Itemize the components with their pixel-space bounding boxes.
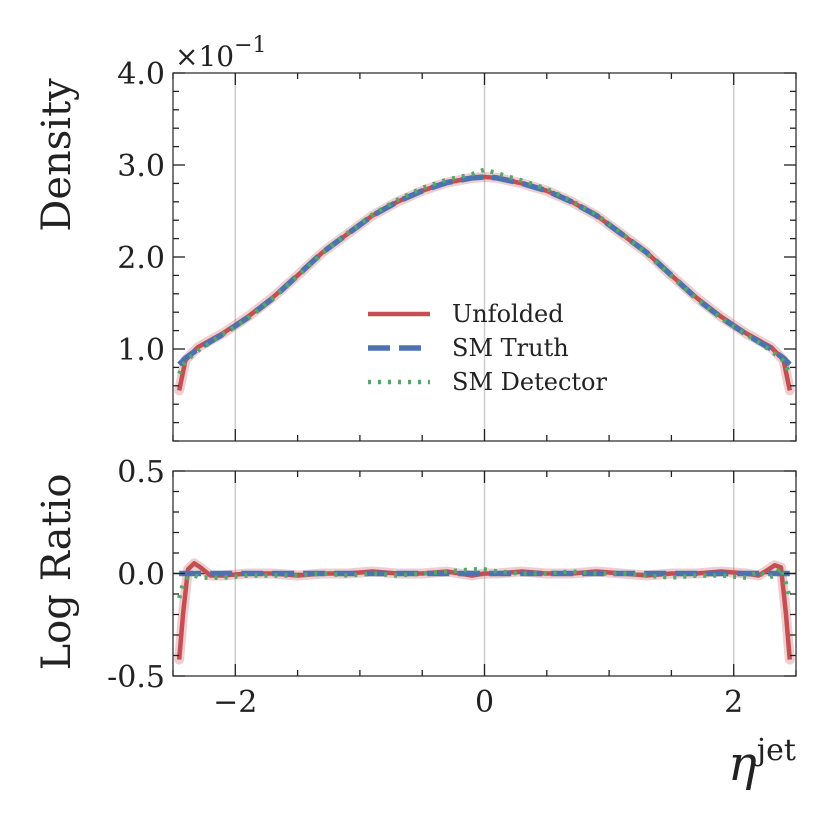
x-tick-label: 2	[724, 685, 743, 720]
top-y-axis-label: Density	[34, 78, 80, 232]
legend-label-unfolded: Unfolded	[452, 300, 564, 328]
top-y-tick-label: 3.0	[117, 149, 165, 184]
top-panel: 1.0 2.0 3.0 4.0	[117, 57, 797, 442]
bottom-sm-detector-line	[177, 565, 792, 599]
x-tick-label: −2	[213, 685, 257, 720]
x-axis-superscript: jet	[754, 733, 796, 768]
legend-label-sm-detector: SM Detector	[452, 368, 607, 396]
legend: Unfolded SM Truth SM Detector	[368, 300, 607, 396]
bottom-y-axis-label: Log Ratio	[34, 474, 80, 671]
bottom-y-tick-label: 0.0	[117, 558, 165, 593]
top-y-tick-label: 4.0	[117, 57, 165, 92]
y-multiplier-base: ×10	[175, 40, 234, 73]
top-y-tick-label: 2.0	[117, 241, 165, 276]
bottom-panel: -0.5 0.0 0.5 −2 0 2	[107, 455, 797, 720]
y-multiplier-exponent: −1	[234, 33, 266, 58]
x-axis-symbol: η	[728, 736, 757, 792]
top-sm-detector-line	[177, 167, 792, 375]
x-tick-label: 0	[475, 685, 494, 720]
bottom-y-tick-label: -0.5	[107, 660, 165, 695]
y-multiplier-label: ×10−1	[175, 33, 267, 73]
legend-label-sm-truth: SM Truth	[452, 334, 569, 362]
top-y-tick-label: 1.0	[117, 333, 165, 368]
x-axis-label: ηjet	[728, 733, 796, 792]
bottom-y-tick-label: 0.5	[117, 455, 165, 490]
